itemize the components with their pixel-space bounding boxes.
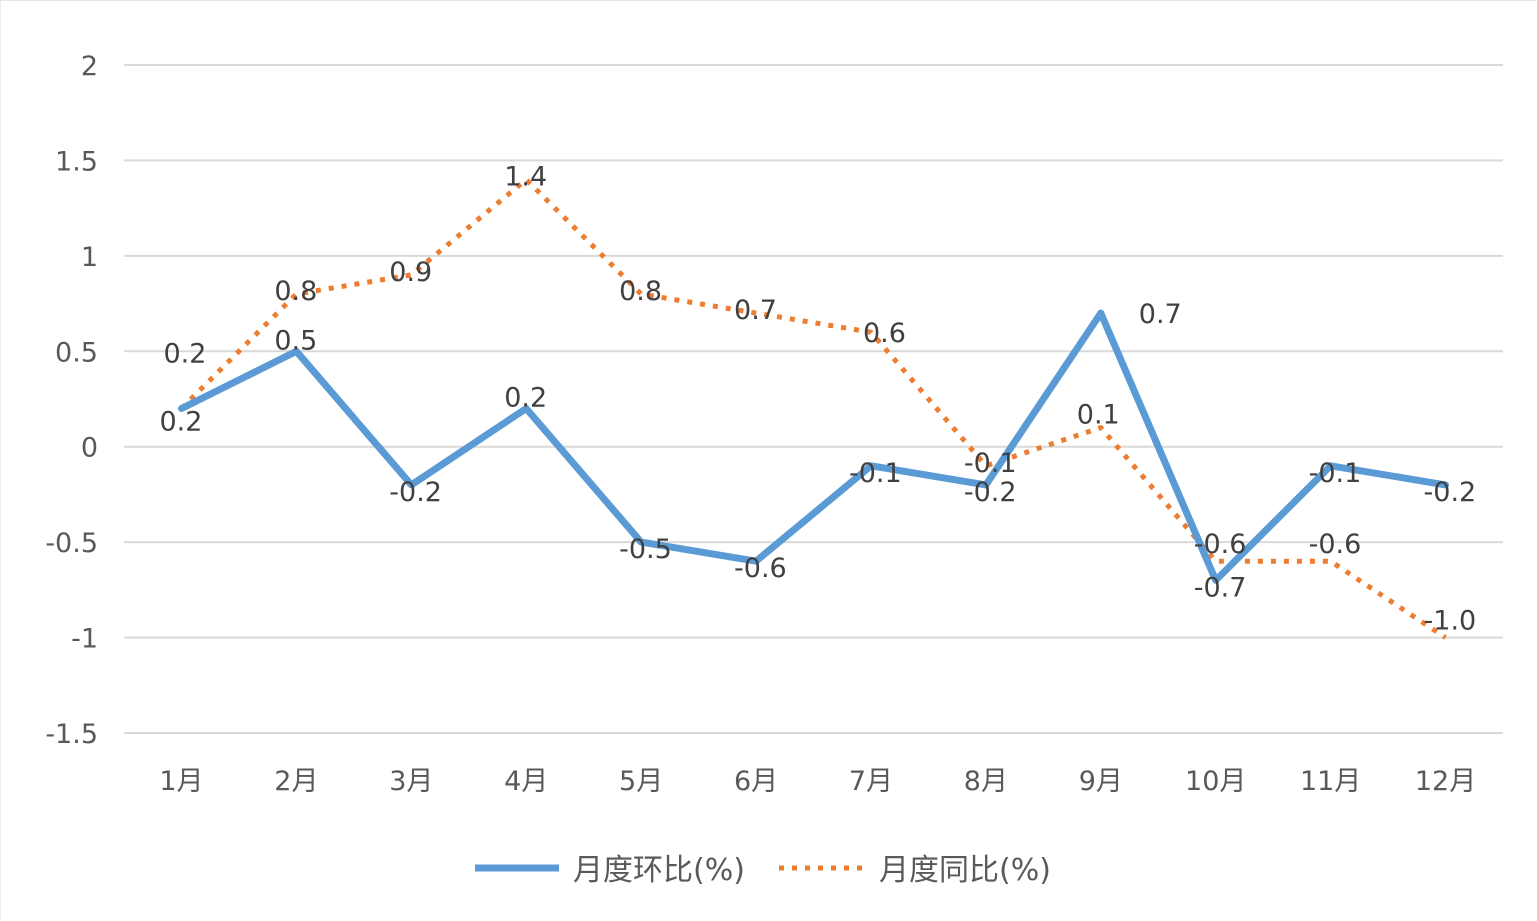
- data-label-mom-0: 0.2: [159, 407, 202, 438]
- legend-label-mom: 月度环比(%): [573, 853, 745, 888]
- y-tick-label-1: 1.5: [55, 146, 98, 177]
- y-tick-label-7: -1.5: [45, 719, 98, 750]
- x-tick-label-10: 11月: [1300, 766, 1361, 797]
- series-lines: [181, 179, 1445, 637]
- data-label-yoy-11: -1.0: [1424, 606, 1477, 637]
- x-tick-label-2: 3月: [389, 766, 433, 797]
- x-tick-label-3: 4月: [504, 766, 548, 797]
- data-label-mom-3: 0.2: [504, 383, 547, 414]
- data-label-yoy-7: -0.1: [964, 448, 1017, 479]
- data-label-yoy-2: 0.9: [389, 257, 432, 288]
- data-label-mom-6: -0.1: [849, 458, 902, 489]
- y-tick-label-2: 1: [81, 242, 98, 273]
- data-label-yoy-4: 0.8: [619, 276, 662, 307]
- x-axis-ticks: 1月 2月 3月 4月 5月 6月 7月 8月 9月 10月 11月 12月: [159, 766, 1476, 797]
- data-label-yoy-9: -0.6: [1194, 529, 1247, 560]
- x-tick-label-1: 2月: [274, 766, 318, 797]
- data-label-yoy-0: 0.2: [163, 339, 206, 370]
- y-tick-label-0: 2: [81, 51, 98, 82]
- y-tick-label-6: -1: [71, 624, 98, 655]
- legend-label-yoy: 月度同比(%): [879, 853, 1051, 888]
- data-label-mom-2: -0.2: [389, 477, 442, 508]
- y-tick-label-5: -0.5: [45, 528, 98, 559]
- data-label-mom-11: -0.2: [1424, 477, 1477, 508]
- data-label-mom-4: -0.5: [619, 534, 672, 565]
- x-tick-label-9: 10月: [1185, 766, 1246, 797]
- legend: 月度环比(%) 月度同比(%): [475, 853, 1051, 888]
- x-tick-label-11: 12月: [1415, 766, 1476, 797]
- data-label-mom-5: -0.6: [734, 553, 787, 584]
- x-tick-label-6: 7月: [849, 766, 893, 797]
- data-labels: 0.20.5-0.20.2-0.5-0.6-0.1-0.20.7-0.7-0.1…: [159, 162, 1476, 637]
- data-label-yoy-8: 0.1: [1077, 400, 1120, 431]
- data-label-mom-7: -0.2: [964, 477, 1017, 508]
- y-axis-ticks: 2 1.5 1 0.5 0 -0.5 -1 -1.5: [45, 51, 98, 750]
- y-tick-label-3: 0.5: [55, 337, 98, 368]
- data-label-mom-1: 0.5: [274, 325, 317, 356]
- x-tick-label-7: 8月: [964, 766, 1008, 797]
- data-label-mom-10: -0.1: [1309, 458, 1362, 489]
- x-tick-label-8: 9月: [1079, 766, 1123, 797]
- data-label-yoy-6: 0.6: [863, 318, 906, 349]
- data-label-yoy-5: 0.7: [734, 295, 777, 326]
- data-label-yoy-10: -0.6: [1309, 529, 1362, 560]
- data-label-yoy-1: 0.8: [274, 276, 317, 307]
- y-tick-label-4: 0: [81, 433, 98, 464]
- x-tick-label-5: 6月: [734, 766, 778, 797]
- data-label-mom-8: 0.7: [1139, 299, 1182, 330]
- x-tick-label-4: 5月: [619, 766, 663, 797]
- series-line-yoy: [182, 180, 1446, 638]
- x-tick-label-0: 1月: [159, 766, 203, 797]
- grid-lines: [124, 65, 1503, 733]
- data-label-mom-9: -0.7: [1194, 572, 1247, 603]
- data-label-yoy-3: 1.4: [504, 162, 547, 193]
